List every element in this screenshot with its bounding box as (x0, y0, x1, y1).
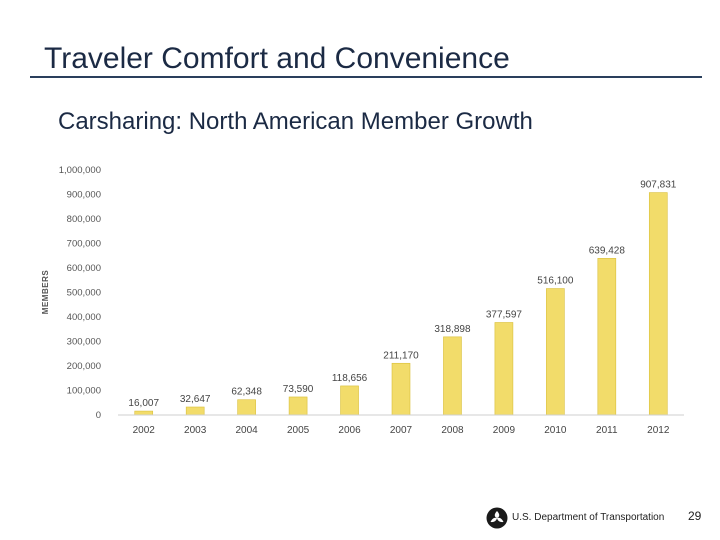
bar-2005 (288, 396, 308, 416)
bar-2002 (134, 410, 154, 416)
y-tick-label: 1,000,000 (59, 165, 101, 176)
x-tick-label: 2012 (647, 425, 670, 436)
data-label: 907,831 (640, 180, 677, 191)
title-divider (30, 76, 702, 78)
y-tick-label: 500,000 (67, 288, 101, 299)
bar-2011 (597, 258, 617, 416)
chart-title: Carsharing: North American Member Growth (58, 108, 533, 135)
bar-2010 (546, 288, 565, 416)
slide-title: Traveler Comfort and Convenience (44, 42, 510, 75)
x-axis-ticks: 2002 2003 2004 2005 2006 2007 2008 2009 2010 2011… (133, 425, 670, 436)
bar-2012 (648, 192, 668, 416)
x-tick-label: 2007 (390, 425, 413, 436)
x-tick-label: 2009 (493, 425, 516, 436)
data-label: 16,007 (128, 398, 159, 409)
data-label: 32,647 (180, 394, 211, 405)
y-axis-ticks: 0 100,000 200,000 300,000 400,000 500,000 600,… (59, 165, 101, 421)
y-tick-label: 0 (96, 410, 101, 421)
x-tick-label: 2010 (544, 425, 567, 436)
x-tick-label: 2006 (338, 425, 361, 436)
data-label: 62,348 (231, 387, 262, 398)
dot-tri-star-icon (486, 507, 508, 529)
y-tick-label: 400,000 (67, 312, 101, 323)
footer-agency: U.S. Department of Transportation (512, 512, 665, 523)
y-tick-label: 200,000 (67, 361, 101, 372)
bar-2006 (340, 385, 359, 416)
x-tick-label: 2002 (133, 425, 156, 436)
y-tick-label: 800,000 (67, 214, 101, 225)
bar-2003 (185, 406, 205, 416)
x-tick-label: 2011 (596, 425, 618, 436)
data-label: 118,656 (332, 373, 368, 384)
x-tick-label: 2008 (441, 425, 464, 436)
y-tick-label: 600,000 (67, 263, 101, 274)
data-labels: 16,007 32,647 62,348 73,590 118,656 211,170 31… (128, 180, 676, 409)
data-label: 377,597 (486, 309, 523, 320)
y-tick-label: 900,000 (67, 190, 101, 201)
bar-2007 (391, 362, 411, 416)
bar-2008 (443, 336, 462, 416)
bar-2009 (494, 322, 514, 416)
y-axis-label: MEMBERS (41, 270, 50, 315)
x-tick-label: 2004 (236, 425, 259, 436)
bars (134, 192, 668, 416)
y-tick-label: 100,000 (67, 386, 101, 397)
y-tick-label: 300,000 (67, 337, 101, 348)
x-tick-label: 2003 (184, 425, 207, 436)
data-label: 639,428 (589, 245, 626, 256)
y-tick-label: 700,000 (67, 239, 101, 250)
data-label: 318,898 (434, 324, 471, 335)
bar-2004 (237, 399, 256, 416)
data-label: 516,100 (537, 276, 574, 287)
page-number: 29 (688, 509, 702, 523)
x-tick-label: 2005 (287, 425, 310, 436)
data-label: 73,590 (283, 384, 314, 395)
data-label: 211,170 (383, 350, 419, 361)
